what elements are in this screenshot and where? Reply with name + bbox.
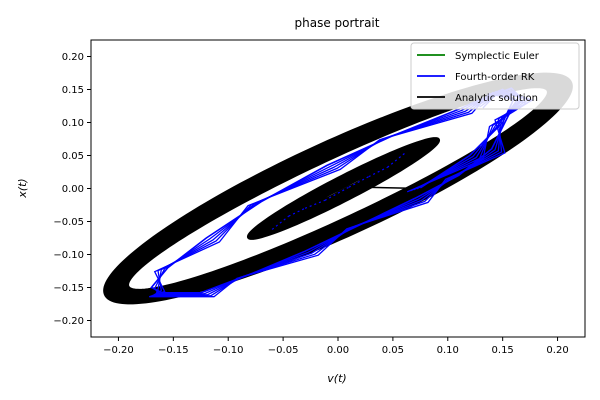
- legend: Symplectic Euler Fourth-order RK Analytic …: [410, 42, 580, 110]
- rk-inner-segment: [288, 207, 306, 217]
- x-tick-label: 0.05: [382, 345, 404, 356]
- x-axis-label: v(t): [327, 372, 346, 385]
- y-tick-label: 0.15: [62, 85, 84, 96]
- rk-inner-segment: [348, 176, 370, 188]
- y-tick-label: −0.20: [53, 316, 84, 327]
- rk-inner-segment: [368, 166, 388, 178]
- plot-area: [103, 72, 573, 305]
- y-tick-label: 0.20: [62, 52, 84, 63]
- y-axis-label: x(t): [16, 178, 29, 198]
- rk-inner-segment: [304, 199, 326, 209]
- legend-box: [410, 42, 580, 110]
- legend-label: Symplectic Euler: [455, 51, 540, 62]
- x-axis: −0.20 −0.15 −0.10 −0.05 0.00 0.05 0.10 0.15 0.20: [103, 337, 569, 356]
- x-tick-label: −0.05: [268, 345, 299, 356]
- y-axis: −0.20 −0.15 −0.10 −0.05 0.00 0.05 0.10 0.15 0.20: [53, 52, 91, 327]
- y-tick-label: 0.00: [62, 184, 84, 195]
- x-tick-label: 0.20: [546, 345, 568, 356]
- y-tick-label: 0.05: [62, 151, 84, 162]
- y-tick-label: −0.05: [53, 217, 84, 228]
- x-tick-label: −0.15: [158, 345, 189, 356]
- analytic-segment: [359, 186, 423, 190]
- x-tick-label: 0.00: [327, 345, 349, 356]
- legend-label: Fourth-order RK: [455, 72, 535, 83]
- x-tick-label: −0.20: [103, 345, 134, 356]
- y-tick-label: −0.15: [53, 283, 84, 294]
- x-tick-label: 0.15: [492, 345, 514, 356]
- rk-inner-segment: [271, 215, 289, 230]
- legend-label: Analytic solution: [455, 93, 538, 104]
- rk-inner-segment: [387, 151, 407, 168]
- y-tick-label: 0.10: [62, 118, 84, 129]
- x-tick-label: −0.10: [213, 345, 244, 356]
- analytic-loop: [246, 137, 441, 240]
- chart-title: phase portrait: [295, 16, 380, 30]
- y-tick-label: −0.10: [53, 250, 84, 261]
- x-tick-label: 0.10: [437, 345, 459, 356]
